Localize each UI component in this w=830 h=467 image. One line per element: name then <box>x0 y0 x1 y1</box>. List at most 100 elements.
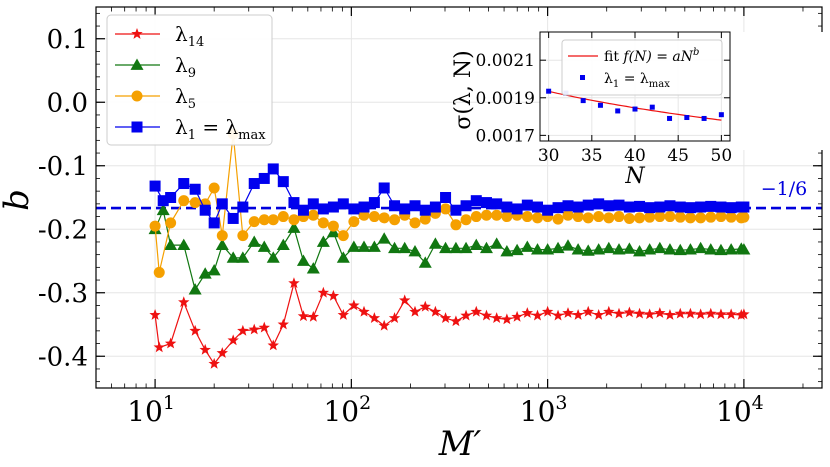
inset-data-point <box>580 98 586 104</box>
data-point <box>491 209 503 221</box>
data-point <box>358 201 370 213</box>
data-point <box>207 264 221 276</box>
data-point <box>226 251 240 263</box>
x-tick-label: 104 <box>716 392 764 428</box>
data-point <box>479 241 493 254</box>
data-point <box>178 296 190 308</box>
data-point <box>613 211 625 223</box>
data-point <box>208 357 220 369</box>
data-point <box>227 212 239 224</box>
data-point <box>552 213 564 225</box>
data-point <box>248 323 260 335</box>
data-point <box>288 197 300 209</box>
inset-y-axis-label: σ(λ, N) <box>451 50 476 129</box>
data-point <box>490 237 504 249</box>
data-point <box>258 172 270 184</box>
y-tick-label: 0.1 <box>47 25 88 55</box>
data-point <box>164 238 178 250</box>
data-point <box>189 183 201 195</box>
data-point <box>297 310 310 322</box>
data-point <box>449 241 463 254</box>
data-point <box>622 242 636 254</box>
data-point <box>389 200 401 212</box>
data-point <box>153 341 165 353</box>
data-point <box>296 254 310 266</box>
data-point <box>317 286 330 298</box>
inset-x-tick-label: 50 <box>711 146 733 166</box>
data-point <box>511 310 523 322</box>
data-point <box>347 240 361 252</box>
main-plot-content <box>96 128 822 369</box>
legend-entry: λ9 <box>175 53 196 81</box>
legend-marker <box>131 121 143 133</box>
data-point <box>288 277 300 289</box>
data-point <box>258 214 270 226</box>
data-point <box>562 209 574 221</box>
inset-x-axis-label: N <box>624 164 645 189</box>
data-point <box>532 201 544 213</box>
data-point <box>531 309 544 321</box>
inset-data-point <box>667 115 673 121</box>
data-point <box>149 308 161 320</box>
data-point <box>439 241 453 254</box>
data-point <box>531 243 545 255</box>
data-point <box>644 202 656 214</box>
data-point <box>429 201 441 213</box>
data-point <box>643 243 657 255</box>
data-point <box>653 241 667 254</box>
data-point <box>480 197 492 209</box>
data-point <box>439 312 452 323</box>
data-point <box>654 201 666 213</box>
data-point <box>450 219 462 231</box>
data-point <box>470 305 482 317</box>
data-point <box>674 201 686 213</box>
data-point <box>198 267 212 279</box>
data-point <box>602 241 616 254</box>
data-point <box>684 307 697 319</box>
data-point <box>551 241 565 254</box>
data-point <box>189 197 201 209</box>
data-point <box>165 217 177 229</box>
data-point <box>307 198 319 210</box>
data-point <box>561 239 575 251</box>
data-point <box>562 200 574 212</box>
inset-legend-fit-label: fit f(N) = aNb <box>604 47 699 65</box>
data-point <box>490 312 503 323</box>
y-tick-label: -0.3 <box>38 279 88 309</box>
data-point <box>470 195 482 207</box>
data-point <box>388 241 402 254</box>
data-point <box>572 201 584 213</box>
data-point <box>738 308 750 320</box>
data-point <box>337 230 349 242</box>
series-2 <box>148 203 751 295</box>
data-point <box>613 199 625 211</box>
data-point <box>348 299 360 311</box>
data-point <box>634 200 646 212</box>
inset-legend-marker <box>580 75 585 80</box>
inset-x-tick-label: 35 <box>581 146 603 166</box>
data-point <box>683 243 697 255</box>
data-point <box>541 243 555 255</box>
data-point <box>643 308 656 320</box>
inset-plot-content <box>546 88 724 121</box>
data-point <box>674 211 686 223</box>
data-point <box>684 212 696 224</box>
data-point <box>450 315 462 327</box>
data-point <box>552 202 564 214</box>
data-point <box>501 201 513 213</box>
data-point <box>277 318 289 330</box>
data-point <box>725 308 737 320</box>
data-point <box>153 266 165 278</box>
data-point <box>633 307 646 319</box>
data-point <box>440 203 452 215</box>
data-point <box>501 313 513 325</box>
data-point <box>208 217 220 229</box>
data-point <box>532 212 544 224</box>
data-point <box>450 204 462 216</box>
data-point <box>715 201 727 213</box>
data-point <box>459 241 473 254</box>
inset-legend-points-label: λ1 = λmax <box>604 71 670 90</box>
data-point <box>644 211 656 223</box>
data-point <box>215 238 229 250</box>
data-point <box>592 308 605 320</box>
